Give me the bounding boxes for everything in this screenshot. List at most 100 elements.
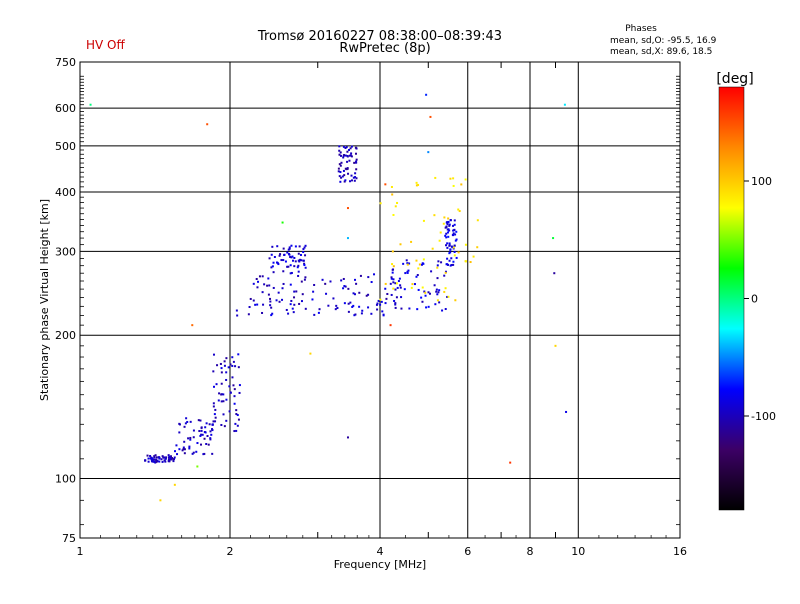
echo-point [346,167,349,170]
echo-point [446,246,449,249]
echo-point [365,294,368,297]
echo-point [408,262,411,265]
echo-point [407,269,410,272]
echo-point [300,280,303,283]
echo-point [354,293,357,296]
echo-point [229,391,232,394]
echo-point [155,459,158,462]
echo-point [417,267,420,270]
echo-point [303,263,306,266]
echo-point [381,310,384,313]
echo-point [272,286,275,289]
echo-point [404,272,407,275]
echo-point [237,366,240,369]
echo-point [509,461,512,464]
echo-point [236,414,239,417]
echo-point [444,287,447,290]
echo-point [249,297,252,300]
echo-point [195,450,198,453]
echo-point [165,456,168,459]
echo-point [346,436,349,439]
echo-point [277,263,280,266]
echo-point [298,245,301,248]
echo-point [379,303,382,306]
echo-point [213,413,216,416]
echo-point [446,221,449,224]
echo-point [390,185,393,188]
echo-point [390,293,393,296]
echo-point [153,458,156,461]
echo-point [354,176,357,179]
echo-point [349,147,352,150]
echo-point [198,430,201,433]
echo-point [453,228,456,231]
echo-point [297,252,300,255]
echo-point [182,448,185,451]
echo-point [373,273,376,276]
echo-point [273,255,276,258]
echo-point [380,300,383,303]
echo-point [298,302,301,305]
echo-point [206,435,209,438]
echo-point [223,425,226,428]
echo-point [332,297,335,300]
echo-point [252,299,255,302]
echo-point [153,456,156,459]
echo-point [399,286,402,289]
echo-point [439,231,442,234]
echo-point [344,154,347,157]
echo-point [472,255,475,258]
echo-point [343,154,346,157]
echo-point [430,270,433,273]
echo-point [343,174,346,177]
echo-point [340,161,343,164]
echo-point [452,247,455,250]
echo-point [338,145,341,148]
echo-point [149,454,152,457]
echo-point [453,244,456,247]
echo-point [271,245,274,248]
echo-point [313,313,316,316]
echo-point [237,353,240,356]
echo-point [411,283,414,286]
echo-point [220,371,223,374]
echo-point [476,246,479,249]
echo-point [390,277,393,280]
echo-point [396,286,399,289]
echo-point [436,264,439,267]
echo-point [292,311,295,314]
echo-point [212,405,215,408]
echo-point [203,437,206,440]
echo-point [453,219,456,222]
echo-point [423,290,426,293]
echo-point [289,272,292,275]
echo-point [173,456,176,459]
echo-point [392,278,395,281]
echo-point [285,308,288,311]
echo-point [158,456,161,459]
echo-point [291,307,294,310]
echo-point [152,458,155,461]
echo-point [258,275,261,278]
echo-point [201,433,204,436]
echo-point [192,451,195,454]
echo-point [392,213,395,216]
y-tick-label: 500 [55,140,76,153]
echo-point [220,423,223,426]
echo-point [352,304,355,307]
echo-point [446,263,449,266]
echo-point [200,443,203,446]
echo-point [235,429,238,432]
echo-point [303,262,306,265]
echo-point [418,263,421,266]
echo-point [359,274,362,277]
echo-point [355,282,358,285]
echo-point [406,270,409,273]
echo-point [342,156,345,159]
echo-point [220,382,223,385]
echo-point [563,103,566,106]
echo-point [340,176,343,179]
echo-point [346,207,349,210]
echo-point [183,448,186,451]
echo-point [231,356,234,359]
